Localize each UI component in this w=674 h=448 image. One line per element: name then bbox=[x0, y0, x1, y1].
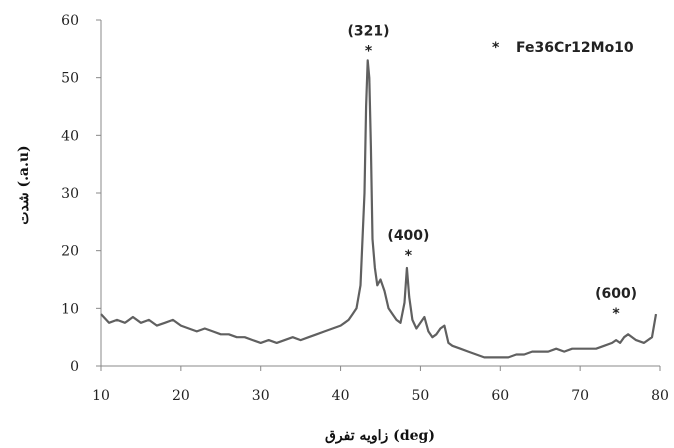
x-tick-label: 50 bbox=[412, 388, 430, 404]
x-tick-label: 20 bbox=[172, 388, 190, 404]
peak-label: (400) bbox=[387, 228, 429, 244]
y-axis-title: (a.u.) شدت bbox=[16, 145, 32, 224]
y-tick-label: 0 bbox=[70, 359, 79, 375]
peak-marker: * bbox=[405, 248, 413, 264]
series-line bbox=[100, 59, 658, 359]
axes bbox=[100, 20, 660, 367]
legend: * Fe36Cr12Mo10 bbox=[492, 40, 634, 56]
y-tick-label: 10 bbox=[61, 301, 79, 317]
peak-label: (600) bbox=[595, 286, 637, 302]
x-tick-label: 80 bbox=[651, 388, 669, 404]
y-tick-label: 30 bbox=[61, 186, 79, 202]
y-ticks: 0 10 20 30 40 50 60 bbox=[61, 13, 101, 375]
y-tick-label: 50 bbox=[61, 71, 79, 87]
y-tick-label: 60 bbox=[61, 13, 79, 29]
x-tick-label: 10 bbox=[92, 388, 110, 404]
peak-marker: * bbox=[612, 306, 620, 322]
x-tick-label: 30 bbox=[252, 388, 270, 404]
x-axis-title: (deg) زاويه تفرق bbox=[325, 428, 435, 444]
peak-label: (321) bbox=[348, 23, 390, 39]
peak-marker: * bbox=[365, 43, 373, 59]
x-ticks: 10 20 30 40 50 60 70 80 bbox=[92, 366, 669, 404]
peak-annotations: * (321) * (400) * (600) bbox=[348, 23, 638, 321]
y-tick-label: 40 bbox=[61, 128, 79, 144]
x-tick-label: 60 bbox=[491, 388, 509, 404]
x-tick-label: 40 bbox=[332, 388, 350, 404]
y-tick-label: 20 bbox=[61, 244, 79, 260]
x-tick-label: 70 bbox=[571, 388, 589, 404]
legend-label: Fe36Cr12Mo10 bbox=[516, 40, 634, 56]
legend-marker: * bbox=[492, 40, 500, 56]
